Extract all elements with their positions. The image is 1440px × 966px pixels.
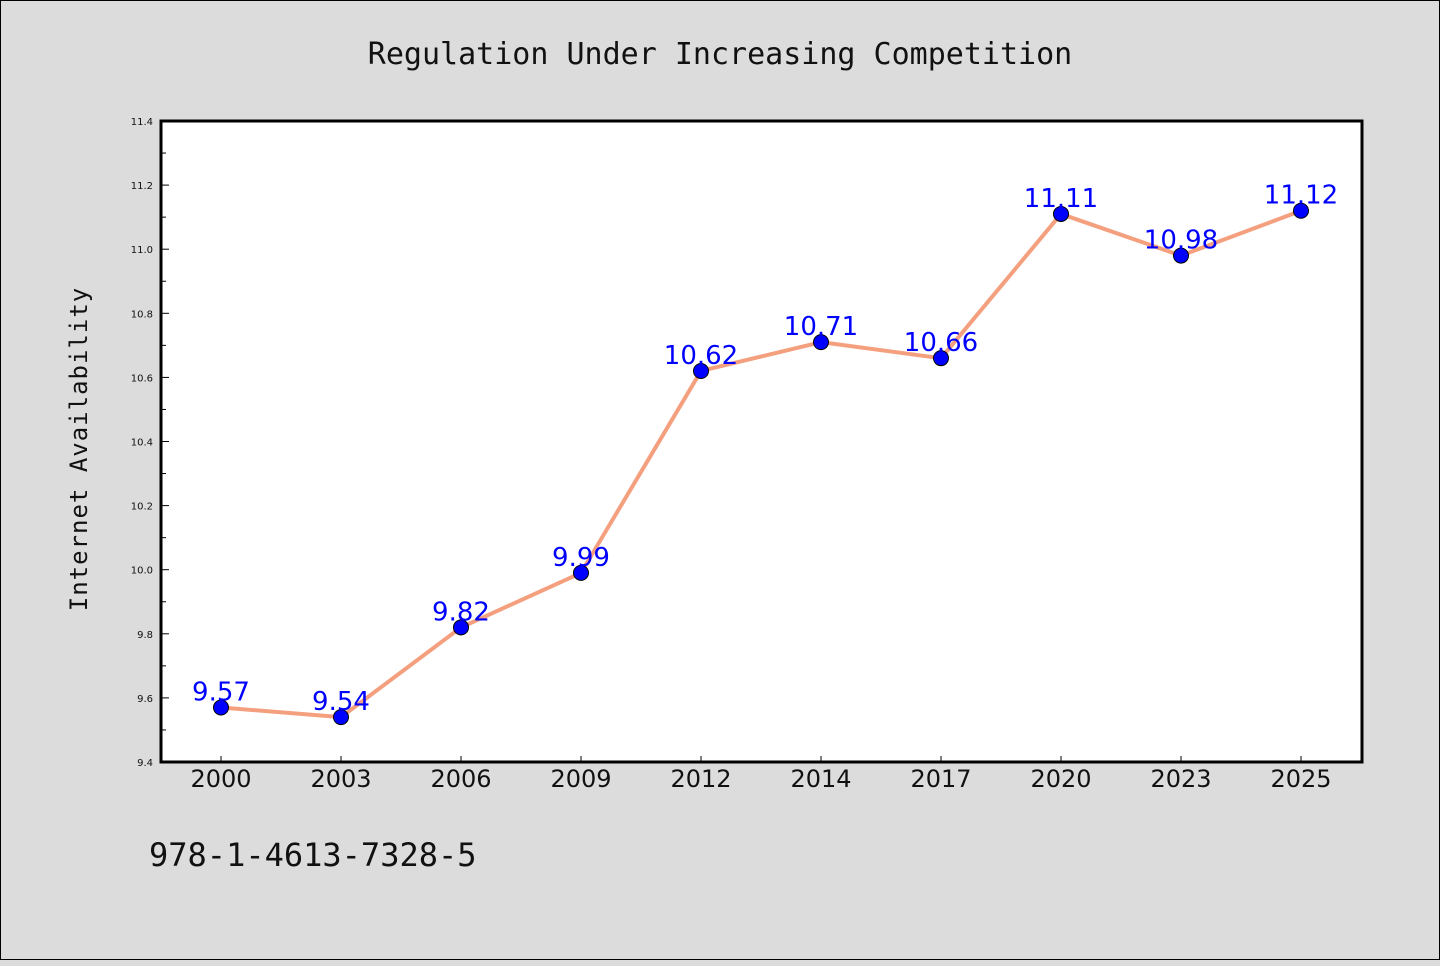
data-point-marker xyxy=(813,334,829,351)
series-group: 9.57 9.54 9.82 9.99 10.62 10.71 10.66 11.11 10.9… xyxy=(192,181,1338,726)
data-label: 9.54 xyxy=(312,687,370,717)
y-tick-label: 11.2 xyxy=(131,181,153,192)
y-tick-label: 10.2 xyxy=(131,502,153,513)
data-label: 10.71 xyxy=(784,312,858,342)
y-axis-label: Internet Availability xyxy=(65,287,93,611)
isbn-code: 978-1-4613-7328-5 xyxy=(149,836,477,874)
y-axis-ticks: 9.4 9.6 9.8 10.0 10.2 10.4 10.6 10.8 11.0 11.2 11.… xyxy=(131,117,169,769)
y-tick-label: 9.6 xyxy=(137,694,153,705)
y-tick-label: 10.6 xyxy=(131,373,153,384)
y-tick-label: 10.8 xyxy=(131,309,153,320)
chart-title: Regulation Under Increasing Competition xyxy=(368,37,1072,72)
data-label: 10.98 xyxy=(1144,226,1218,256)
x-tick-label: 2017 xyxy=(910,765,971,793)
data-point-marker xyxy=(1293,202,1309,219)
data-point-marker xyxy=(573,564,589,581)
x-tick-label: 2006 xyxy=(430,765,491,793)
x-tick-label: 2012 xyxy=(670,765,731,793)
data-label: 11.11 xyxy=(1024,184,1098,214)
data-point-marker xyxy=(1173,247,1189,264)
x-tick-label: 2014 xyxy=(790,765,851,793)
y-tick-label: 10.4 xyxy=(131,438,153,449)
x-tick-label: 2025 xyxy=(1270,765,1331,793)
data-label: 9.99 xyxy=(552,543,610,573)
y-tick-label: 11.0 xyxy=(131,245,153,256)
data-point-marker xyxy=(213,699,229,716)
x-tick-label: 2023 xyxy=(1150,765,1211,793)
data-label: 9.57 xyxy=(192,678,250,708)
x-axis-ticks: 2000 2003 2006 2009 2012 2014 2017 2020 2023 2025 xyxy=(190,756,1332,793)
data-label: 10.62 xyxy=(664,341,738,371)
plot-area xyxy=(159,119,1364,764)
series-line xyxy=(220,208,1302,720)
x-tick-label: 2009 xyxy=(550,765,611,793)
data-point-marker xyxy=(693,362,709,379)
y-tick-label: 9.4 xyxy=(137,758,153,769)
y-tick-label: 10.0 xyxy=(131,566,153,577)
data-label: 10.66 xyxy=(904,328,978,358)
x-tick-label: 2003 xyxy=(310,765,371,793)
data-point-marker xyxy=(453,619,469,636)
data-point-marker xyxy=(933,350,949,367)
data-point-marker xyxy=(333,709,349,726)
data-label: 9.82 xyxy=(432,597,490,627)
data-label: 11.12 xyxy=(1264,181,1338,211)
x-tick-label: 2000 xyxy=(190,765,251,793)
y-tick-label: 11.4 xyxy=(131,117,153,128)
y-tick-label: 9.8 xyxy=(137,630,153,641)
data-point-marker xyxy=(1053,205,1069,222)
x-tick-label: 2020 xyxy=(1030,765,1091,793)
